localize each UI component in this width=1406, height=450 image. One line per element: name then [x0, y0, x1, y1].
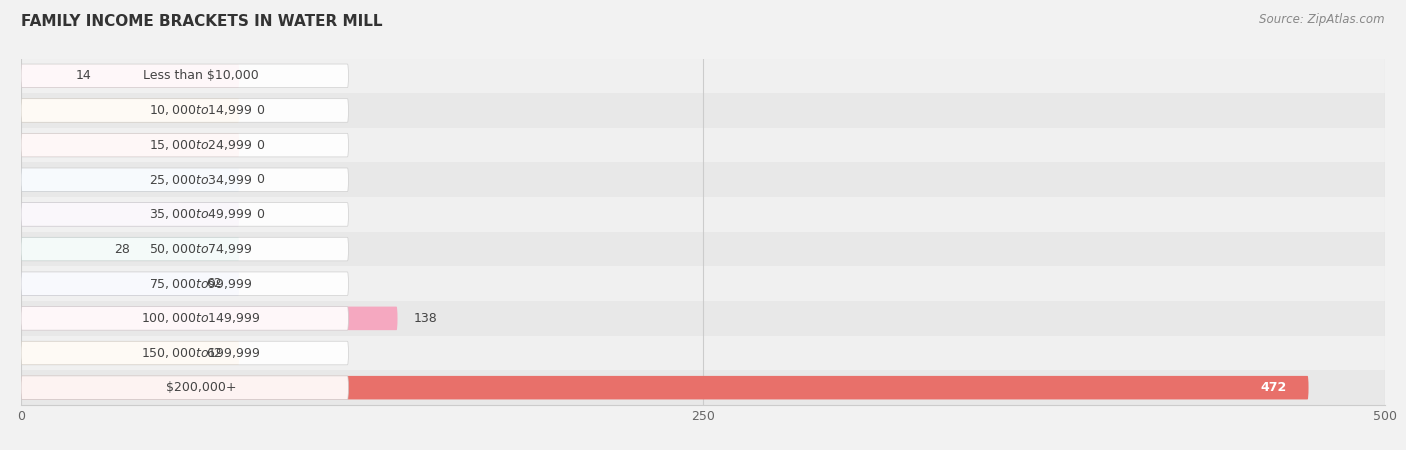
- FancyBboxPatch shape: [21, 197, 1385, 232]
- Text: 62: 62: [207, 277, 222, 290]
- Text: FAMILY INCOME BRACKETS IN WATER MILL: FAMILY INCOME BRACKETS IN WATER MILL: [21, 14, 382, 28]
- Text: 0: 0: [256, 139, 264, 152]
- FancyBboxPatch shape: [21, 272, 349, 296]
- Text: $200,000+: $200,000+: [166, 381, 236, 394]
- Text: 14: 14: [76, 69, 91, 82]
- FancyBboxPatch shape: [21, 232, 1385, 266]
- Text: Less than $10,000: Less than $10,000: [143, 69, 259, 82]
- FancyBboxPatch shape: [21, 64, 349, 88]
- FancyBboxPatch shape: [21, 272, 239, 296]
- FancyBboxPatch shape: [21, 237, 239, 261]
- Text: $25,000 to $34,999: $25,000 to $34,999: [149, 173, 253, 187]
- FancyBboxPatch shape: [21, 202, 349, 226]
- Text: $100,000 to $149,999: $100,000 to $149,999: [142, 311, 262, 325]
- FancyBboxPatch shape: [21, 306, 349, 330]
- FancyBboxPatch shape: [21, 202, 239, 226]
- FancyBboxPatch shape: [21, 266, 1385, 301]
- Text: $35,000 to $49,999: $35,000 to $49,999: [149, 207, 253, 221]
- Text: 0: 0: [256, 104, 264, 117]
- FancyBboxPatch shape: [21, 93, 1385, 128]
- FancyBboxPatch shape: [21, 306, 398, 330]
- FancyBboxPatch shape: [21, 341, 239, 365]
- FancyBboxPatch shape: [21, 301, 1385, 336]
- Text: 472: 472: [1260, 381, 1286, 394]
- Text: 28: 28: [114, 243, 129, 256]
- FancyBboxPatch shape: [21, 128, 1385, 162]
- Text: $75,000 to $99,999: $75,000 to $99,999: [149, 277, 253, 291]
- FancyBboxPatch shape: [21, 58, 1385, 93]
- FancyBboxPatch shape: [21, 64, 239, 88]
- FancyBboxPatch shape: [21, 336, 1385, 370]
- Text: $150,000 to $199,999: $150,000 to $199,999: [142, 346, 262, 360]
- FancyBboxPatch shape: [21, 162, 1385, 197]
- FancyBboxPatch shape: [21, 376, 1309, 400]
- Text: $10,000 to $14,999: $10,000 to $14,999: [149, 104, 253, 117]
- FancyBboxPatch shape: [21, 99, 349, 122]
- Text: 0: 0: [256, 173, 264, 186]
- FancyBboxPatch shape: [21, 341, 349, 365]
- Text: 62: 62: [207, 346, 222, 360]
- FancyBboxPatch shape: [21, 376, 349, 400]
- Text: 138: 138: [413, 312, 437, 325]
- FancyBboxPatch shape: [21, 133, 239, 157]
- FancyBboxPatch shape: [21, 168, 239, 192]
- FancyBboxPatch shape: [21, 237, 349, 261]
- FancyBboxPatch shape: [21, 168, 349, 192]
- Text: Source: ZipAtlas.com: Source: ZipAtlas.com: [1260, 14, 1385, 27]
- FancyBboxPatch shape: [21, 370, 1385, 405]
- Text: 0: 0: [256, 208, 264, 221]
- FancyBboxPatch shape: [21, 99, 239, 122]
- FancyBboxPatch shape: [21, 133, 349, 157]
- Text: $50,000 to $74,999: $50,000 to $74,999: [149, 242, 253, 256]
- Text: $15,000 to $24,999: $15,000 to $24,999: [149, 138, 253, 152]
